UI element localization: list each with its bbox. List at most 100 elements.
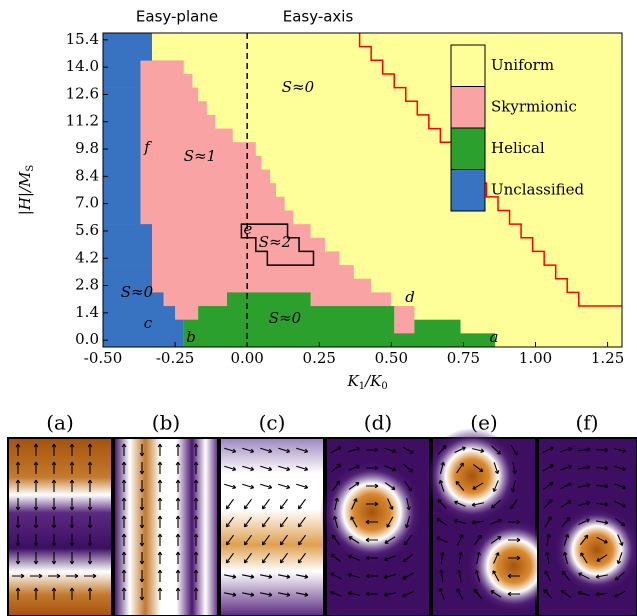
phase-cell (310, 292, 392, 307)
spin-arrow (121, 461, 127, 474)
spin-arrow (490, 536, 502, 544)
skyrmion (553, 506, 637, 594)
spin-arrow (121, 479, 127, 492)
spin-arrow (455, 480, 465, 491)
spin-arrow (562, 551, 569, 564)
spin-arrow (193, 551, 199, 564)
spin-arrow (332, 480, 341, 492)
spin-arrow (365, 591, 378, 597)
y-axis-label: |H|/MS (16, 165, 36, 216)
spin-arrow (157, 443, 163, 456)
phase-cell (394, 319, 415, 334)
x-axis-label: K1/K0 (347, 372, 388, 392)
y-tick-label: 0.0 (75, 330, 99, 348)
spin-arrow (30, 573, 43, 579)
spin-arrow (456, 534, 464, 546)
spin-arrow (438, 479, 445, 492)
phase-cell (103, 292, 164, 307)
spin-arrow (510, 498, 518, 510)
spin-arrow (157, 551, 163, 564)
spin-arrow (596, 554, 608, 562)
spin-arrow (243, 498, 252, 510)
spin-arrow (121, 569, 127, 582)
spin-arrow (386, 516, 394, 528)
spin-arrow (366, 483, 379, 489)
spin-arrow (493, 462, 500, 475)
spin-arrow (458, 551, 463, 565)
spin-arrow (348, 482, 360, 490)
phase-cell (103, 183, 141, 198)
phase-cell (140, 155, 262, 170)
x-tick-label: 0.25 (303, 349, 336, 367)
spin-arrow (330, 590, 342, 597)
panel-row (7, 428, 637, 616)
spin-arrow (366, 465, 379, 471)
spin-arrow (48, 573, 61, 579)
phase-cell (226, 292, 311, 307)
spin-arrow (175, 587, 181, 600)
spin-arrow (224, 447, 237, 454)
phase-cell (103, 155, 141, 170)
spin-arrow (347, 554, 360, 561)
spin-arrow (615, 517, 626, 527)
spin-arrow (614, 571, 625, 581)
spin-arrow (578, 572, 590, 580)
phase-cell (103, 196, 141, 211)
y-axis-label-part: |H|/M (16, 171, 34, 215)
spin-arrow (69, 587, 75, 600)
spin-arrow (617, 534, 624, 546)
spin-arrow (456, 588, 464, 600)
phase-cell (103, 114, 141, 129)
spin-arrow (384, 536, 396, 544)
x-axis-label-part: 0 (381, 381, 387, 392)
spin-arrow (87, 534, 93, 547)
spin-arrow (490, 518, 502, 525)
phase-cell (103, 33, 153, 47)
spin-arrow (121, 587, 127, 600)
spin-arrow (403, 534, 413, 546)
spin-arrow (436, 536, 448, 544)
spin-arrow (383, 573, 396, 580)
spin-arrow (297, 534, 306, 546)
spin-arrow (157, 497, 163, 510)
spin-arrow (87, 443, 93, 456)
spin-arrow (491, 445, 501, 455)
spin-arrow (542, 481, 554, 491)
spin-arrow (384, 482, 396, 490)
phase-cell (140, 169, 271, 184)
phase-cell (103, 169, 141, 184)
spin-arrow (12, 573, 25, 579)
annotation: c (144, 314, 153, 332)
spin-arrow (242, 592, 255, 597)
spin-arrow (578, 518, 590, 526)
spin-arrow (507, 573, 520, 579)
spin-arrow (33, 534, 39, 547)
spin-arrow (261, 534, 270, 546)
x-tick-label: -0.50 (84, 349, 122, 367)
phase-cell (152, 265, 354, 280)
x-tick-label: -0.25 (156, 349, 194, 367)
spin-arrow (139, 498, 145, 511)
phase-cell (152, 237, 326, 252)
spin-arrow (560, 482, 572, 490)
phase-cell (103, 87, 141, 102)
phase-cell (183, 333, 496, 348)
spin-arrow (404, 480, 413, 492)
spin-arrow (560, 589, 572, 598)
spin-arrow (406, 498, 411, 511)
phase-cell (414, 319, 461, 334)
spin-arrow (404, 516, 411, 529)
spin-arrow (348, 464, 360, 471)
spin-arrow (296, 447, 309, 454)
spin-arrow (493, 552, 500, 564)
y-tick-label: 8.4 (75, 166, 99, 184)
spin-arrow (614, 500, 626, 508)
spin-arrow (474, 569, 481, 582)
phase-cell (103, 265, 153, 280)
spin-arrow (15, 479, 21, 492)
annotation: S≈0 (269, 309, 302, 327)
spin-arrow (456, 462, 464, 474)
spin-arrow (492, 480, 499, 492)
spin-arrow (87, 461, 93, 474)
